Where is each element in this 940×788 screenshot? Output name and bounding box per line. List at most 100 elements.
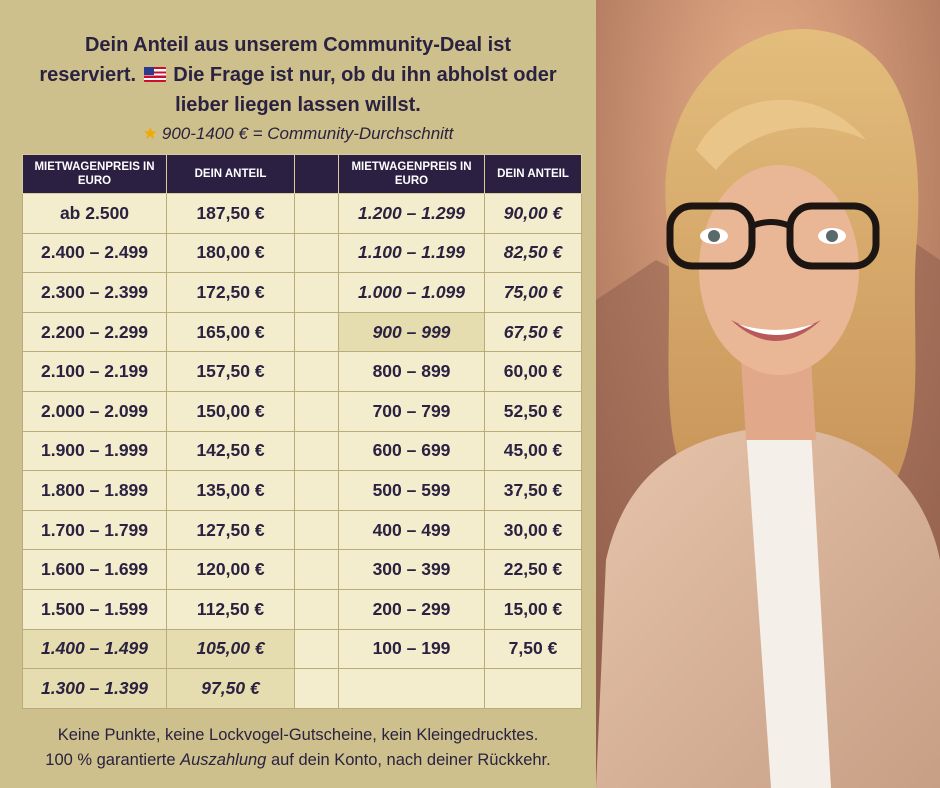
price-range-right: 1.100 – 1.199 — [338, 232, 485, 274]
share-amount-right — [484, 668, 582, 709]
price-range-right: 600 – 699 — [338, 430, 485, 472]
price-range-right: 1.200 – 1.299 — [338, 193, 485, 234]
column-gap — [294, 272, 339, 313]
headline-line-2-end: Die Frage ist nur, ob du ihn abholst ode… — [173, 64, 557, 86]
table-row: ab 2.500 187,50 € 1.200 – 1.299 90,00 € — [22, 193, 582, 234]
header-gap — [294, 154, 339, 194]
share-amount-left: 150,00 € — [166, 390, 295, 432]
price-range-left: 2.100 – 2.199 — [22, 351, 167, 392]
table-row: 2.400 – 2.499 180,00 € 1.100 – 1.199 82,50 … — [22, 232, 582, 274]
community-average-note: ★ 900-1400 € = Community-Durchschnitt — [14, 124, 582, 144]
column-gap — [294, 588, 339, 630]
share-amount-left: 172,50 € — [166, 272, 295, 313]
column-gap — [294, 509, 339, 551]
column-gap — [294, 668, 339, 709]
share-amount-left: 105,00 € — [166, 628, 295, 670]
column-gap — [294, 232, 339, 274]
column-gap — [294, 430, 339, 472]
share-amount-left: 165,00 € — [166, 311, 295, 353]
share-amount-left: 157,50 € — [166, 351, 295, 392]
rate-table: MIETWAGENPREIS IN EURO DEIN ANTEIL MIETW… — [22, 154, 582, 709]
price-range-left: 1.700 – 1.799 — [22, 509, 167, 551]
price-range-right: 100 – 199 — [338, 628, 485, 670]
table-header-row: MIETWAGENPREIS IN EURO DEIN ANTEIL MIETW… — [22, 154, 582, 194]
column-gap — [294, 390, 339, 432]
price-range-left: 2.400 – 2.499 — [22, 232, 167, 274]
share-amount-right: 37,50 € — [484, 470, 582, 511]
portrait-illustration — [596, 0, 940, 788]
header-price-left: MIETWAGENPREIS IN EURO — [22, 154, 167, 194]
share-amount-left: 127,50 € — [166, 509, 295, 551]
price-range-right: 800 – 899 — [338, 351, 485, 392]
share-amount-right: 30,00 € — [484, 509, 582, 551]
table-row: 2.300 – 2.399 172,50 € 1.000 – 1.099 75,00 … — [22, 272, 582, 313]
footer-line-2-start: 100 % garantierte — [45, 751, 176, 769]
table-row: 1.300 – 1.399 97,50 € — [22, 668, 582, 709]
price-range-right: 200 – 299 — [338, 588, 485, 630]
column-gap — [294, 470, 339, 511]
table-row: 1.900 – 1.999 142,50 € 600 – 699 45,00 € — [22, 430, 582, 472]
star-icon: ★ — [142, 124, 158, 143]
column-gap — [294, 351, 339, 392]
footer-line-1: Keine Punkte, keine Lockvogel-Gutscheine… — [57, 726, 539, 744]
price-range-left: 2.000 – 2.099 — [22, 390, 167, 432]
share-amount-right: 52,50 € — [484, 390, 582, 432]
column-gap — [294, 311, 339, 353]
price-range-right: 900 – 999 — [338, 311, 485, 353]
share-amount-left: 180,00 € — [166, 232, 295, 274]
headline-line-3: lieber liegen lassen willst. — [175, 94, 421, 116]
table-row: 1.700 – 1.799 127,50 € 400 – 499 30,00 € — [22, 509, 582, 551]
share-amount-right: 90,00 € — [484, 193, 582, 234]
table-row: 1.500 – 1.599 112,50 € 200 – 299 15,00 € — [22, 588, 582, 630]
price-range-left: 1.900 – 1.999 — [22, 430, 167, 472]
price-range-right: 500 – 599 — [338, 470, 485, 511]
price-range-right — [338, 668, 485, 709]
footer-note: Keine Punkte, keine Lockvogel-Gutscheine… — [4, 723, 592, 773]
portrait-photo — [596, 0, 940, 788]
share-amount-right: 7,50 € — [484, 628, 582, 670]
share-amount-left: 120,00 € — [166, 549, 295, 590]
share-amount-right: 15,00 € — [484, 588, 582, 630]
price-range-left: 2.200 – 2.299 — [22, 311, 167, 353]
footer-line-2-end: auf dein Konto, nach deiner Rückkehr. — [270, 751, 551, 769]
share-amount-right: 45,00 € — [484, 430, 582, 472]
share-amount-left: 142,50 € — [166, 430, 295, 472]
headline: Dein Anteil aus unserem Community-Deal i… — [14, 30, 582, 120]
price-range-right: 1.000 – 1.099 — [338, 272, 485, 313]
footer-line-2-emphasis: Auszahlung — [180, 751, 267, 769]
share-amount-left: 187,50 € — [166, 193, 295, 234]
price-range-left: 1.400 – 1.499 — [22, 628, 167, 670]
table-row: 1.800 – 1.899 135,00 € 500 – 599 37,50 € — [22, 470, 582, 511]
price-range-left: 1.500 – 1.599 — [22, 588, 167, 630]
table-row: 1.600 – 1.699 120,00 € 300 – 399 22,50 € — [22, 549, 582, 590]
table-row: 1.400 – 1.499 105,00 € 100 – 199 7,50 € — [22, 628, 582, 670]
share-amount-left: 97,50 € — [166, 668, 295, 709]
share-amount-left: 112,50 € — [166, 588, 295, 630]
share-amount-right: 75,00 € — [484, 272, 582, 313]
price-range-right: 400 – 499 — [338, 509, 485, 551]
header-share-left: DEIN ANTEIL — [166, 154, 295, 194]
column-gap — [294, 549, 339, 590]
table-row: 2.200 – 2.299 165,00 € 900 – 999 67,50 € — [22, 311, 582, 353]
price-range-left: 2.300 – 2.399 — [22, 272, 167, 313]
community-average-text: 900-1400 € = Community-Durchschnitt — [161, 124, 454, 143]
header-price-right: MIETWAGENPREIS IN EURO — [338, 154, 485, 194]
table-row: 2.000 – 2.099 150,00 € 700 – 799 52,50 € — [22, 390, 582, 432]
us-flag-icon — [143, 67, 166, 82]
column-gap — [294, 628, 339, 670]
header-share-right: DEIN ANTEIL — [484, 154, 582, 194]
headline-line-2: reserviert. Die Frage ist nur, ob du ihn… — [14, 60, 582, 90]
share-amount-right: 67,50 € — [484, 311, 582, 353]
price-range-left: ab 2.500 — [22, 193, 167, 234]
share-amount-right: 60,00 € — [484, 351, 582, 392]
headline-line-2-start: reserviert. — [39, 64, 137, 86]
table-row: 2.100 – 2.199 157,50 € 800 – 899 60,00 € — [22, 351, 582, 392]
price-range-right: 300 – 399 — [338, 549, 485, 590]
column-gap — [294, 193, 339, 234]
footer-line-2: 100 % garantierte Auszahlung auf dein Ko… — [4, 748, 592, 773]
price-range-left: 1.800 – 1.899 — [22, 470, 167, 511]
share-amount-left: 135,00 € — [166, 470, 295, 511]
price-range-left: 1.600 – 1.699 — [22, 549, 167, 590]
headline-line-1: Dein Anteil aus unserem Community-Deal i… — [84, 34, 511, 56]
share-amount-right: 82,50 € — [484, 232, 582, 274]
